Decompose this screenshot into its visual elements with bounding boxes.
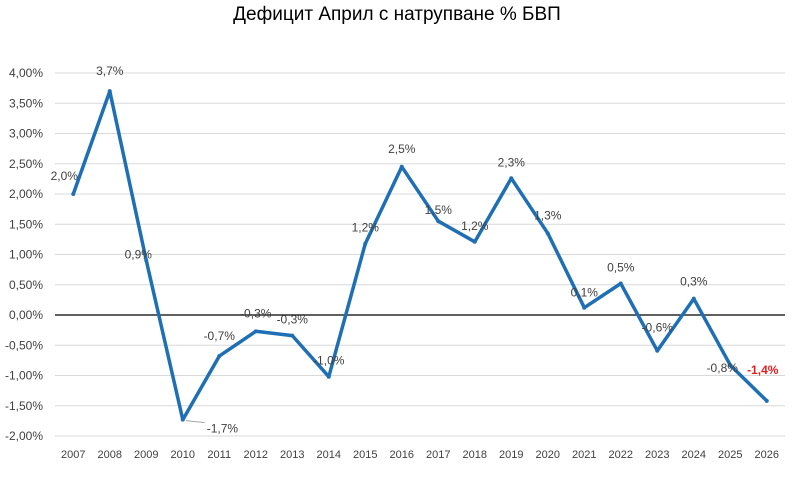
x-tick-label: 2018 — [463, 449, 487, 461]
y-tick-label: 2,00% — [9, 187, 43, 201]
data-point — [582, 305, 587, 310]
y-tick-label: -1,50% — [5, 399, 43, 413]
x-tick-label: 2007 — [61, 449, 85, 461]
axes: 4,00% 3,50% 3,00% 2,50% 2,00% 1,50% 1,00% 0,50%… — [5, 66, 785, 461]
data-label: 2,3% — [498, 155, 526, 169]
x-tick-label: 2012 — [244, 449, 268, 461]
data-label: 0,9% — [125, 248, 153, 262]
data-point — [326, 374, 331, 379]
y-tick-label: 2,50% — [9, 157, 43, 171]
data-label-highlight: -1,4% — [747, 363, 779, 377]
data-label: -1,0% — [313, 354, 345, 368]
x-tick-label: 2016 — [390, 449, 414, 461]
data-point — [728, 363, 733, 368]
data-label: -0,8% — [707, 361, 739, 375]
data-point — [655, 348, 660, 353]
data-label: -0,3% — [240, 306, 272, 320]
x-tick-label: 2022 — [609, 449, 633, 461]
x-tick-label: 2008 — [98, 449, 122, 461]
x-tick-label: 2021 — [572, 449, 596, 461]
data-label: 1,2% — [352, 221, 380, 235]
data-point — [180, 417, 185, 422]
data-point — [399, 164, 404, 169]
y-tick-label: 4,00% — [9, 66, 43, 80]
data-label: 3,7% — [96, 64, 124, 78]
data-label-leader — [185, 420, 205, 424]
data-point — [363, 241, 368, 246]
data-point — [144, 258, 149, 263]
y-tick-label: 3,00% — [9, 127, 43, 141]
y-tick-label: -0,50% — [5, 338, 43, 352]
data-point — [509, 176, 514, 181]
data-label: -0,6% — [642, 321, 674, 335]
x-tick-label: 2010 — [171, 449, 195, 461]
x-tick-label: 2026 — [755, 449, 779, 461]
data-label: 1,2% — [461, 219, 489, 233]
data-point — [691, 296, 696, 301]
x-tick-label: 2024 — [682, 449, 706, 461]
y-tick-label: 1,00% — [9, 248, 43, 262]
x-tick-label: 2023 — [645, 449, 669, 461]
gridlines — [55, 72, 785, 437]
data-label: -0,3% — [277, 313, 309, 327]
series-polyline — [71, 89, 769, 422]
x-tick-label: 2025 — [718, 449, 742, 461]
data-labels: 2,0% 3,7% 0,9% -1,7% -0,7% -0,3% -0,3% -1,0% 1,2… — [51, 64, 779, 436]
chart-title: Дефицит Април с натрупване % БВП — [233, 4, 561, 25]
data-point — [290, 333, 295, 338]
y-tick-label: -2,00% — [5, 429, 43, 443]
series-line — [71, 89, 769, 422]
y-tick-label: 0,00% — [9, 308, 43, 322]
data-point — [71, 192, 76, 196]
data-point — [545, 231, 550, 236]
data-point — [472, 239, 477, 244]
data-label: 1,3% — [534, 208, 562, 222]
data-point — [107, 89, 112, 94]
data-point — [436, 219, 441, 224]
x-tick-label: 2013 — [280, 449, 304, 461]
data-label: 2,0% — [51, 169, 79, 183]
data-label: 2,5% — [388, 142, 416, 156]
y-tick-label: 1,50% — [9, 217, 43, 231]
data-label: -0,7% — [204, 329, 236, 343]
data-point — [764, 398, 769, 403]
y-tick-label: -1,00% — [5, 369, 43, 383]
x-tick-label: 2014 — [317, 449, 341, 461]
x-tick-label: 2020 — [536, 449, 560, 461]
data-point — [253, 329, 258, 334]
x-tick-label: 2015 — [353, 449, 377, 461]
data-point — [618, 281, 623, 286]
x-tick-label: 2019 — [499, 449, 523, 461]
x-tick-label: 2009 — [134, 449, 158, 461]
data-label: 0,3% — [680, 275, 708, 289]
data-point — [217, 354, 222, 359]
x-tick-label: 2017 — [426, 449, 450, 461]
x-tick-label: 2011 — [207, 449, 231, 461]
data-label: -1,7% — [207, 422, 239, 436]
y-tick-label: 0,50% — [9, 278, 43, 292]
data-label: 1,5% — [425, 203, 453, 217]
data-label: 0,1% — [571, 286, 599, 300]
data-label: 0,5% — [607, 261, 635, 275]
y-tick-label: 3,50% — [9, 96, 43, 110]
